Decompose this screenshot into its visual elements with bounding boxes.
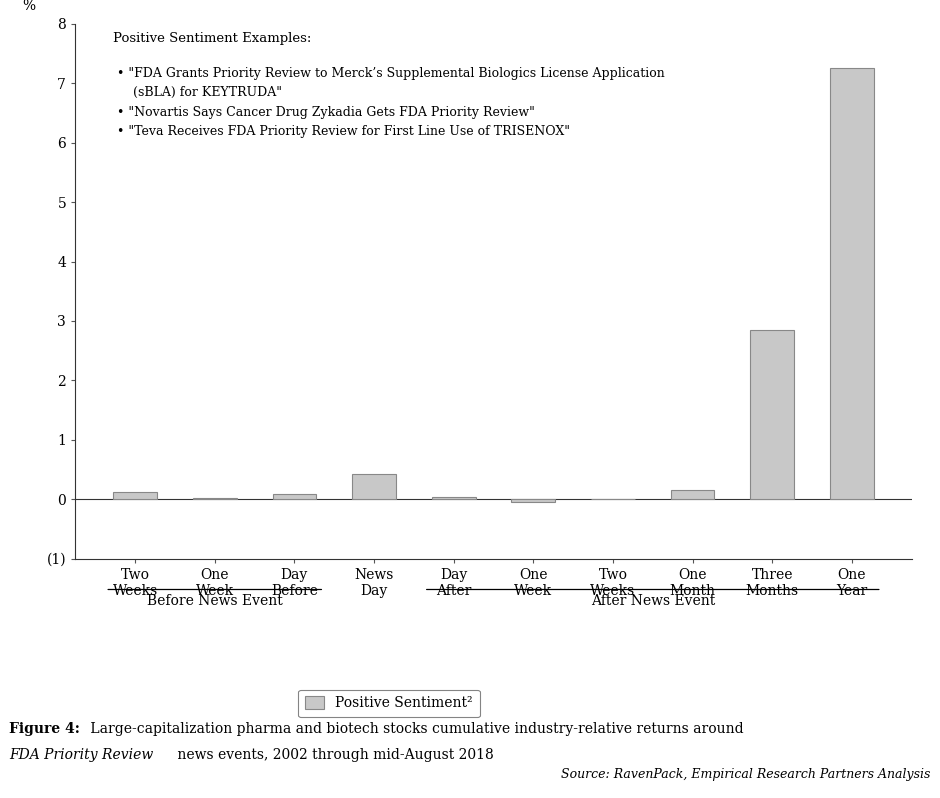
Text: Positive Sentiment Examples:: Positive Sentiment Examples:	[113, 32, 311, 45]
Bar	[193, 498, 237, 500]
Bar	[671, 490, 714, 500]
Bar	[113, 492, 157, 500]
Text: news events, 2002 through mid-August 2018: news events, 2002 through mid-August 201…	[173, 748, 494, 762]
Text: Before News Event: Before News Event	[147, 595, 283, 608]
Bar	[830, 69, 874, 500]
Bar	[511, 500, 556, 502]
Text: • "FDA Grants Priority Review to Merck’s Supplemental Biologics License Applicat: • "FDA Grants Priority Review to Merck’s…	[117, 67, 665, 138]
Text: Large-capitalization pharma and biotech stocks cumulative industry-relative retu: Large-capitalization pharma and biotech …	[86, 722, 744, 737]
Bar	[750, 330, 794, 500]
Legend: Positive Sentiment²: Positive Sentiment²	[298, 689, 480, 717]
Bar	[431, 497, 476, 500]
Text: Figure 4:: Figure 4:	[9, 722, 80, 737]
Bar	[273, 494, 316, 500]
Bar	[352, 474, 396, 500]
Text: FDA Priority Review: FDA Priority Review	[9, 748, 153, 762]
Text: Source: RavenPack, Empirical Research Partners Analysis: Source: RavenPack, Empirical Research Pa…	[561, 768, 931, 780]
Y-axis label: %: %	[23, 0, 36, 14]
Text: After News Event: After News Event	[590, 595, 715, 608]
